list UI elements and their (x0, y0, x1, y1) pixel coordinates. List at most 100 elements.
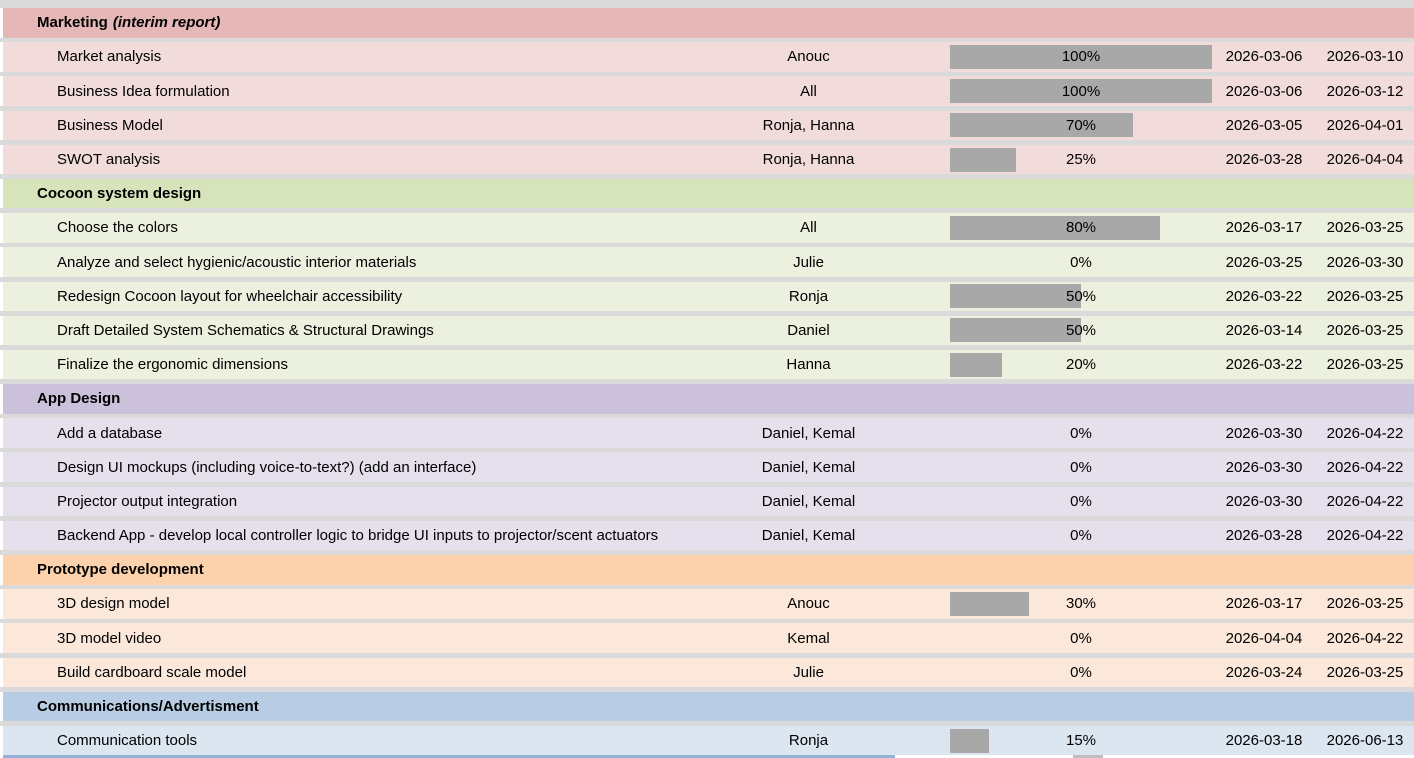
end-date-cell[interactable]: 2026-03-25 (1326, 219, 1404, 237)
task-row[interactable]: Design UI mockups (including voice-to-te… (3, 452, 1414, 482)
task-row[interactable]: Projector output integration Daniel, Kem… (3, 486, 1414, 517)
end-date-cell[interactable]: 2026-03-25 (1326, 595, 1404, 613)
assignee-cell[interactable]: Anouc (787, 595, 830, 613)
task-row[interactable]: SWOT analysis Ronja, Hanna 25% 2026-03-2… (3, 144, 1414, 175)
task-name-cell[interactable]: Projector output integration (57, 493, 238, 509)
progress-cell[interactable]: 70% (950, 111, 1212, 141)
task-name-cell[interactable]: Choose the colors (57, 220, 178, 236)
start-date-cell[interactable]: 2026-03-17 (1225, 595, 1303, 613)
progress-cell[interactable]: 25% (950, 145, 1212, 175)
task-row[interactable]: Finalize the ergonomic dimensions Hanna … (3, 349, 1414, 380)
progress-cell[interactable]: 0% (950, 247, 1212, 277)
assignee-cell[interactable]: Daniel, Kemal (761, 492, 856, 510)
end-date-cell[interactable]: 2026-06-13 (1326, 732, 1404, 750)
assignee-cell[interactable]: Ronja, Hanna (762, 151, 855, 168)
start-date-cell[interactable]: 2026-03-18 (1225, 732, 1303, 750)
end-date-cell[interactable]: 2026-04-22 (1326, 492, 1404, 510)
task-name-cell[interactable]: Business Idea formulation (57, 83, 230, 99)
task-name-cell[interactable]: Business Model (57, 117, 163, 133)
task-name-cell[interactable]: Design UI mockups (including voice-to-te… (57, 459, 477, 475)
end-date-cell[interactable]: 2026-04-04 (1326, 151, 1404, 168)
task-name-cell[interactable]: Analyze and select hygienic/acoustic int… (57, 254, 417, 270)
section-header-row[interactable]: Cocoon system design (3, 178, 1414, 209)
start-date-cell[interactable]: 2026-03-06 (1225, 82, 1303, 100)
task-row[interactable]: Market analysis Anouc 100% 2026-03-06 20… (3, 42, 1414, 72)
assignee-cell[interactable]: Ronja (788, 732, 829, 750)
task-name-cell[interactable]: Backend App - develop local controller l… (57, 528, 659, 544)
progress-cell[interactable]: 50% (950, 316, 1212, 346)
progress-cell[interactable]: 15% (950, 726, 1212, 756)
assignee-cell[interactable]: Daniel (787, 321, 830, 339)
assignee-cell[interactable]: Ronja (788, 287, 829, 305)
assignee-cell[interactable]: Kemal (787, 629, 830, 647)
task-name-cell[interactable]: Build cardboard scale model (57, 664, 247, 680)
section-header-row[interactable]: App Design (3, 384, 1414, 414)
start-date-cell[interactable]: 2026-03-14 (1225, 321, 1303, 339)
task-name-cell[interactable]: Finalize the ergonomic dimensions (57, 357, 288, 373)
task-row[interactable]: Business Model Ronja, Hanna 70% 2026-03-… (3, 110, 1414, 141)
task-row[interactable]: 3D design model Anouc 30% 2026-03-17 202… (3, 589, 1414, 619)
end-date-cell[interactable]: 2026-03-25 (1326, 321, 1404, 339)
task-row[interactable]: Analyze and select hygienic/acoustic int… (3, 247, 1414, 277)
task-row[interactable]: 3D model video Kemal 0% 2026-04-04 2026-… (3, 623, 1414, 653)
task-name-cell[interactable]: 3D design model (57, 596, 170, 612)
end-date-cell[interactable]: 2026-04-22 (1326, 424, 1404, 442)
start-date-cell[interactable]: 2026-04-04 (1225, 629, 1303, 647)
assignee-cell[interactable]: Hanna (786, 356, 831, 374)
task-name-cell[interactable]: SWOT analysis (57, 152, 161, 167)
progress-cell[interactable]: 0% (950, 452, 1212, 482)
start-date-cell[interactable]: 2026-03-05 (1225, 116, 1303, 134)
start-date-cell[interactable]: 2026-03-30 (1225, 458, 1303, 476)
start-date-cell[interactable]: 2026-03-17 (1225, 219, 1303, 237)
end-date-cell[interactable]: 2026-03-25 (1326, 356, 1404, 374)
task-name-cell[interactable]: Communication tools (57, 733, 198, 749)
end-date-cell[interactable]: 2026-03-10 (1326, 48, 1404, 66)
progress-cell[interactable]: 0% (950, 487, 1212, 517)
start-date-cell[interactable]: 2026-03-22 (1225, 356, 1303, 374)
start-date-cell[interactable]: 2026-03-30 (1225, 424, 1303, 442)
start-date-cell[interactable]: 2026-03-06 (1225, 48, 1303, 66)
progress-cell[interactable]: 80% (950, 213, 1212, 243)
task-row[interactable]: Business Idea formulation All 100% 2026-… (3, 76, 1414, 106)
assignee-cell[interactable]: All (800, 219, 817, 237)
assignee-cell[interactable]: Daniel, Kemal (761, 424, 856, 442)
task-row[interactable]: Add a database Daniel, Kemal 0% 2026-03-… (3, 418, 1414, 448)
task-name-cell[interactable]: 3D model video (57, 630, 162, 646)
assignee-cell[interactable]: Julie (793, 663, 824, 681)
end-date-cell[interactable]: 2026-03-25 (1326, 287, 1404, 305)
assignee-cell[interactable]: Ronja, Hanna (762, 116, 855, 134)
progress-cell[interactable]: 30% (950, 589, 1212, 619)
assignee-cell[interactable]: Daniel, Kemal (761, 527, 856, 545)
start-date-cell[interactable]: 2026-03-22 (1225, 287, 1303, 305)
task-row[interactable]: Choose the colors All 80% 2026-03-17 202… (3, 213, 1414, 243)
assignee-cell[interactable]: Anouc (787, 48, 830, 66)
progress-cell[interactable]: 50% (950, 282, 1212, 312)
start-date-cell[interactable]: 2026-03-25 (1225, 253, 1303, 271)
assignee-cell[interactable]: All (800, 82, 817, 100)
task-row[interactable]: Draft Detailed System Schematics & Struc… (3, 315, 1414, 346)
end-date-cell[interactable]: 2026-03-30 (1326, 253, 1404, 271)
end-date-cell[interactable]: 2026-03-25 (1326, 663, 1404, 681)
task-name-cell[interactable]: Draft Detailed System Schematics & Struc… (57, 322, 434, 338)
progress-cell[interactable]: 0% (950, 623, 1212, 653)
section-header-row[interactable]: Communications/Advertisment (3, 691, 1414, 722)
task-name-cell[interactable]: Redesign Cocoon layout for wheelchair ac… (57, 288, 403, 304)
task-row[interactable]: Communication tools Ronja 15% 2026-03-18… (3, 725, 1414, 756)
assignee-cell[interactable]: Daniel, Kemal (761, 458, 856, 476)
end-date-cell[interactable]: 2026-04-22 (1326, 527, 1404, 545)
progress-cell[interactable]: 0% (950, 521, 1212, 551)
task-row[interactable]: Redesign Cocoon layout for wheelchair ac… (3, 281, 1414, 312)
start-date-cell[interactable]: 2026-03-28 (1225, 527, 1303, 545)
end-date-cell[interactable]: 2026-03-12 (1326, 82, 1404, 100)
section-header-row[interactable]: Prototype development (3, 555, 1414, 585)
end-date-cell[interactable]: 2026-04-01 (1326, 116, 1404, 134)
task-name-cell[interactable]: Market analysis (57, 49, 162, 65)
task-name-cell[interactable]: Add a database (57, 425, 163, 441)
section-header-row[interactable]: Marketing (interim report) (3, 8, 1414, 38)
start-date-cell[interactable]: 2026-03-24 (1225, 663, 1303, 681)
progress-cell[interactable]: 100% (950, 42, 1212, 72)
task-row[interactable]: Backend App - develop local controller l… (3, 520, 1414, 551)
end-date-cell[interactable]: 2026-04-22 (1326, 629, 1404, 647)
progress-cell[interactable]: 0% (950, 418, 1212, 448)
task-row[interactable]: Build cardboard scale model Julie 0% 202… (3, 657, 1414, 688)
